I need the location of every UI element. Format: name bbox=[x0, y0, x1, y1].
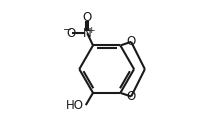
Text: −: − bbox=[63, 25, 71, 35]
Text: O: O bbox=[83, 11, 92, 24]
Text: O: O bbox=[127, 90, 136, 103]
Text: O: O bbox=[66, 27, 75, 40]
Text: N: N bbox=[83, 27, 92, 40]
Text: HO: HO bbox=[66, 99, 84, 112]
Text: +: + bbox=[87, 26, 94, 35]
Text: O: O bbox=[127, 35, 136, 48]
